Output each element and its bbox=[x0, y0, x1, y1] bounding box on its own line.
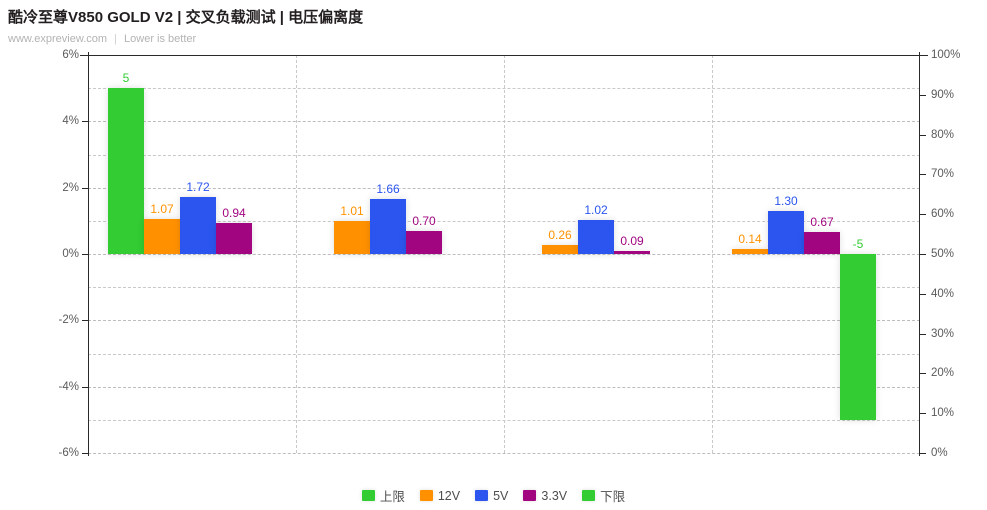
bar-value-label: 1.66 bbox=[376, 181, 400, 196]
y-axis-label-right: 90% bbox=[931, 88, 955, 101]
bar-12V-cat1[interactable] bbox=[144, 218, 180, 254]
legend-swatch-icon bbox=[361, 490, 375, 501]
y-axis-tick-left bbox=[82, 121, 88, 123]
bar-value-label: 1.30 bbox=[774, 193, 798, 208]
y-axis-label-left: -6% bbox=[58, 447, 79, 459]
y-axis-label-right: 10% bbox=[931, 407, 955, 420]
legend-label: 3.3V bbox=[541, 488, 568, 503]
chart-header: 酷冷至尊V850 GOLD V2 | 交叉负载测试 | 电压偏离度 www.ex… bbox=[8, 6, 363, 45]
bar-12V-cat2[interactable] bbox=[334, 220, 370, 254]
bar-5V-cat2[interactable] bbox=[370, 198, 406, 254]
y-axis-label-right: 60% bbox=[931, 208, 955, 221]
y-axis-label-right: 20% bbox=[931, 367, 955, 380]
bar-value-label: 0.09 bbox=[620, 234, 644, 248]
y-axis-tick-right bbox=[920, 413, 926, 415]
zero-axis-line bbox=[80, 55, 928, 56]
page-title: 酷冷至尊V850 GOLD V2 | 交叉负载测试 | 电压偏离度 bbox=[8, 9, 364, 26]
bar-5V-cat3[interactable] bbox=[578, 220, 614, 254]
bar-12V-cat4[interactable] bbox=[732, 249, 768, 254]
bar-value-label: 0.94 bbox=[222, 205, 246, 220]
chart-plot-area: 5 1.07 1.72 0.94 1.01 1.66 0.70 0.26 1.02 0.09 0.1… bbox=[59, 49, 961, 459]
category-divider bbox=[296, 55, 297, 453]
y-axis-label-left: 6% bbox=[62, 49, 79, 61]
y-axis-tick-right bbox=[920, 55, 926, 56]
y-axis-tick-right bbox=[920, 293, 926, 295]
chart-subtitle: www.expreview.com | Lower is better bbox=[8, 33, 363, 45]
bar-value-label: 1.02 bbox=[584, 203, 608, 218]
bar-value-label: 0.26 bbox=[548, 228, 572, 243]
y-axis-tick-left bbox=[82, 320, 88, 322]
bar-上限-cat1[interactable] bbox=[108, 88, 144, 254]
y-axis-label-right: 30% bbox=[931, 327, 955, 340]
y-axis-left bbox=[88, 52, 89, 456]
y-axis-tick-left bbox=[82, 187, 88, 189]
bar-12V-cat3[interactable] bbox=[542, 245, 578, 254]
y-axis-label-left: -4% bbox=[58, 380, 79, 393]
y-axis-tick-right bbox=[920, 134, 926, 136]
y-axis-tick-left bbox=[82, 55, 88, 56]
y-axis-tick-right bbox=[920, 214, 926, 216]
subtitle-note: Lower is better bbox=[124, 33, 197, 45]
bar-value-label: 1.01 bbox=[340, 203, 364, 218]
y-axis-label-right: 40% bbox=[931, 287, 955, 300]
legend-swatch-icon bbox=[523, 490, 537, 501]
legend-item-3.3V[interactable]: 3.3V bbox=[523, 489, 567, 503]
bar-下限-cat4[interactable] bbox=[840, 254, 876, 420]
y-axis-tick-right bbox=[920, 333, 926, 335]
legend-item-5V[interactable]: 5V bbox=[475, 489, 508, 503]
legend-swatch-icon bbox=[582, 490, 596, 501]
category-divider bbox=[504, 55, 505, 453]
y-axis-label-right: 0% bbox=[931, 447, 948, 459]
y-axis-tick-left bbox=[82, 453, 88, 454]
y-axis-tick-right bbox=[920, 254, 926, 255]
legend-item-下限[interactable]: 下限 bbox=[582, 486, 625, 505]
legend-item-上限[interactable]: 上限 bbox=[361, 486, 405, 505]
y-axis-tick-right bbox=[920, 373, 926, 375]
bar-3.3V-cat2[interactable] bbox=[406, 230, 442, 254]
y-axis-right bbox=[919, 52, 920, 456]
bar-3.3V-cat3[interactable] bbox=[614, 251, 650, 254]
bar-3.3V-cat1[interactable] bbox=[216, 222, 252, 254]
y-axis-label-left: 4% bbox=[62, 115, 79, 128]
gridline bbox=[88, 453, 920, 454]
bar-5V-cat4[interactable] bbox=[768, 210, 804, 254]
legend-label: 上限 bbox=[379, 490, 405, 504]
y-axis-label-right: 50% bbox=[931, 248, 955, 260]
y-axis-label-right: 100% bbox=[931, 49, 961, 61]
bar-value-label: -5 bbox=[852, 237, 864, 251]
y-axis-label-right: 70% bbox=[931, 168, 955, 181]
bar-5V-cat1[interactable] bbox=[180, 196, 216, 254]
legend-label: 下限 bbox=[600, 490, 626, 504]
y-axis-tick-left bbox=[82, 386, 88, 388]
y-axis-tick-right bbox=[920, 94, 926, 96]
legend-swatch-icon bbox=[419, 490, 433, 501]
y-axis-label-left: 2% bbox=[62, 181, 79, 194]
category-divider bbox=[712, 55, 713, 453]
legend-item-12V[interactable]: 12V bbox=[419, 488, 461, 503]
source-site: www.expreview.com bbox=[8, 33, 108, 45]
bar-3.3V-cat4[interactable] bbox=[804, 231, 840, 254]
y-axis-tick-right bbox=[920, 453, 926, 454]
y-axis-tick-left bbox=[82, 254, 88, 255]
legend-swatch-icon bbox=[475, 490, 489, 501]
y-axis-label-right: 80% bbox=[931, 128, 955, 141]
chart-legend: 上限 12V 5V 3.3V 下限 bbox=[0, 486, 987, 505]
legend-label: 12V bbox=[437, 488, 461, 503]
bar-value-label: 0.70 bbox=[412, 213, 436, 228]
bar-value-label: 0.14 bbox=[738, 232, 762, 247]
legend-label: 5V bbox=[493, 488, 509, 503]
subtitle-separator: | bbox=[114, 33, 117, 45]
y-axis-tick-right bbox=[920, 174, 926, 176]
bar-value-label: 1.07 bbox=[150, 201, 174, 216]
y-axis-label-left: 0% bbox=[62, 248, 79, 260]
bar-value-label: 5 bbox=[122, 71, 130, 86]
bar-value-label: 0.67 bbox=[810, 214, 834, 229]
bar-value-label: 1.72 bbox=[186, 179, 210, 194]
y-axis-label-left: -2% bbox=[58, 314, 79, 327]
